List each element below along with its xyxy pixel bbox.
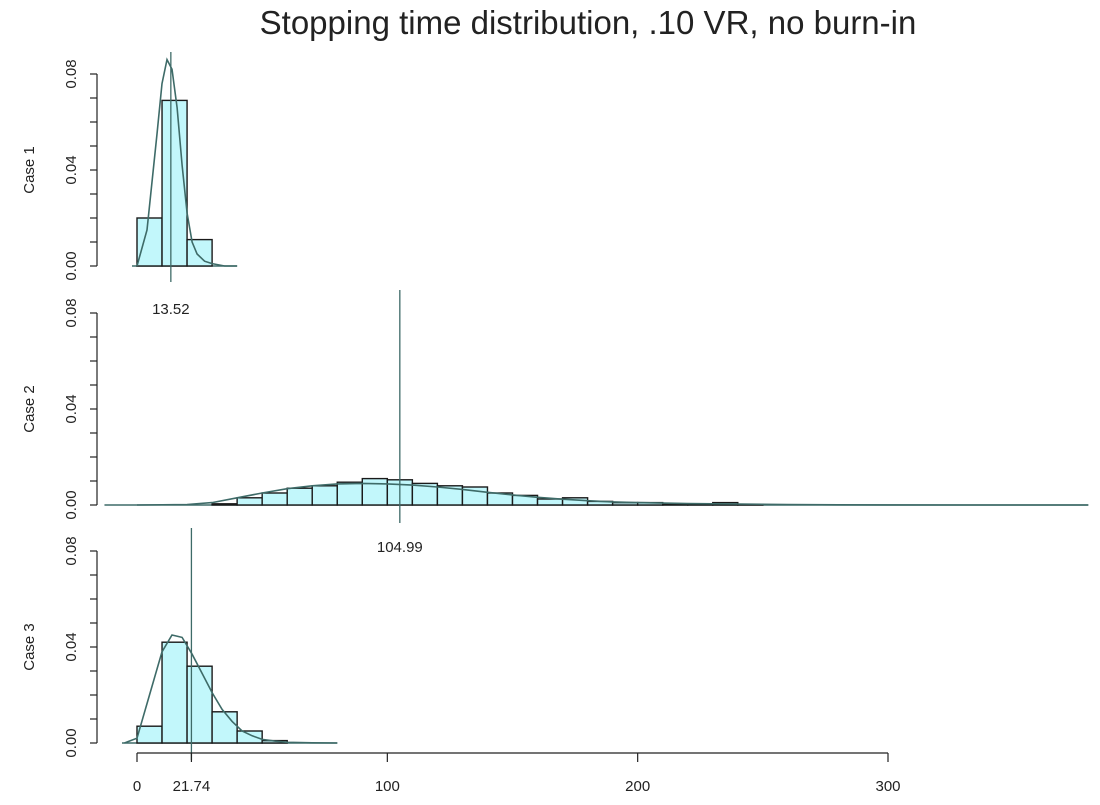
x-tick-label: 0	[133, 778, 141, 795]
y-tick-label: 0.04	[63, 632, 80, 661]
histogram-bar	[311, 485, 338, 506]
histogram-bar	[336, 481, 363, 506]
panel-1: 13.52 0.00 0.04 0.08 Case 1	[21, 52, 238, 318]
x-tick-label: 200	[625, 778, 650, 795]
x-tick-label: 21.74	[173, 778, 211, 795]
histogram-bar	[161, 99, 188, 267]
y-tick-label: 0.04	[63, 155, 80, 184]
chart-title: Stopping time distribution, .10 VR, no b…	[260, 4, 917, 41]
panel-label: Case 3	[21, 623, 38, 671]
histogram-bar	[136, 725, 163, 744]
histogram-bar	[136, 217, 163, 267]
histogram-bar	[161, 641, 188, 744]
mean-label: 13.52	[152, 301, 190, 318]
y-tick-label: 0.00	[63, 251, 80, 280]
histogram-bar	[261, 492, 288, 506]
histogram-bar	[236, 497, 263, 506]
panel-label: Case 1	[21, 146, 38, 194]
panel-2: 104.99 0.00 0.04 0.08 Case 2	[21, 290, 1089, 556]
mean-label: 104.99	[377, 539, 423, 556]
histogram-bar	[286, 487, 313, 506]
density-curve	[136, 482, 1089, 506]
density-curve	[124, 634, 338, 744]
y-tick-label: 0.04	[63, 394, 80, 423]
density-curve	[136, 57, 238, 267]
panel-label: Case 2	[21, 385, 38, 433]
x-axis: 0 21.74 100 200 300	[133, 752, 901, 795]
x-tick-label: 300	[875, 778, 900, 795]
histogram-bar	[361, 477, 389, 506]
histogram-bar	[236, 730, 263, 744]
histogram-bar	[536, 498, 564, 506]
y-tick-label: 0.08	[63, 298, 80, 327]
y-tick-label: 0.00	[63, 728, 80, 757]
x-tick-label: 100	[375, 778, 400, 795]
panel-3: 0.00 0.04 0.08 Case 3	[21, 528, 338, 760]
histogram-bar	[211, 711, 238, 744]
y-tick-label: 0.08	[63, 59, 80, 88]
histogram-bar	[211, 503, 238, 506]
y-tick-label: 0.08	[63, 536, 80, 565]
y-tick-label: 0.00	[63, 490, 80, 519]
